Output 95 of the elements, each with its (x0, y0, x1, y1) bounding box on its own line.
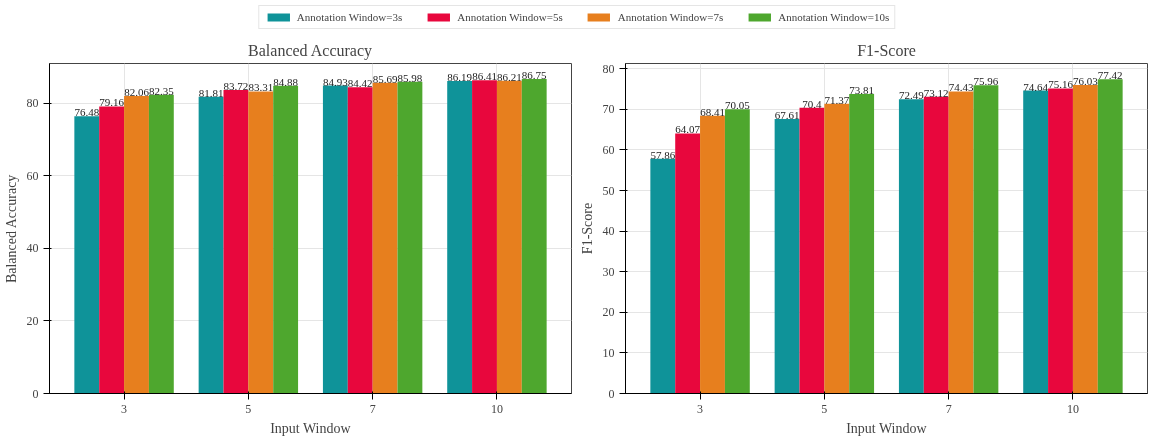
data-label: 76.03 (1072, 74, 1099, 87)
data-label: 72.49 (898, 89, 925, 102)
data-label: 86.21 (496, 70, 522, 83)
x-tick-label: 5 (821, 401, 828, 416)
bar (1097, 79, 1123, 394)
legend-label: Annotation Window=7s (617, 11, 724, 23)
data-label: 79.16 (99, 96, 125, 109)
bar (923, 96, 949, 394)
bar (1048, 88, 1073, 394)
x-tick-label: 7 (945, 401, 952, 416)
bar (774, 119, 800, 394)
bar (521, 78, 547, 394)
y-tick-label: 60 (602, 142, 615, 157)
bar (849, 93, 875, 394)
bar (1023, 90, 1049, 394)
bar (700, 115, 725, 394)
x-tick-label: 7 (369, 401, 376, 416)
bar (496, 80, 522, 394)
bar (447, 80, 473, 394)
bar (824, 103, 850, 394)
data-label: 73.81 (849, 83, 875, 96)
y-tick-label: 0 (32, 386, 39, 401)
bar (675, 133, 701, 394)
bar (74, 116, 100, 394)
x-tick-label: 3 (697, 401, 704, 416)
y-tick-label: 0 (608, 386, 615, 401)
data-label: 85.69 (372, 72, 398, 85)
x-tick-label: 10 (1066, 401, 1079, 416)
data-label: 83.72 (223, 79, 249, 92)
data-label: 83.31 (248, 81, 274, 94)
data-label: 68.41 (700, 105, 725, 118)
data-label: 86.41 (472, 70, 497, 83)
bar (248, 91, 274, 394)
x-axis-title: Input Window (270, 420, 352, 436)
data-label: 84.42 (347, 77, 373, 90)
bar (322, 85, 348, 394)
y-tick-label: 10 (602, 345, 615, 360)
bar (650, 158, 676, 394)
data-label: 86.19 (447, 70, 473, 83)
chart-title: Balanced Accuracy (248, 41, 373, 60)
y-tick-label: 80 (26, 96, 39, 111)
data-label: 85.98 (397, 71, 423, 84)
legend-label: Annotation Window=10s (778, 11, 890, 23)
data-label: 81.81 (198, 86, 224, 99)
bar (99, 106, 125, 394)
chart-title: F1-Score (857, 41, 916, 59)
bar (223, 89, 249, 394)
bar (347, 87, 373, 394)
data-label: 75.96 (973, 75, 999, 88)
data-label: 84.93 (322, 75, 349, 88)
bar (198, 96, 224, 394)
bar (273, 85, 299, 394)
bar (898, 99, 924, 394)
bar (724, 109, 750, 394)
y-tick-label: 30 (602, 264, 615, 279)
data-label: 64.07 (675, 123, 701, 136)
y-tick-label: 20 (26, 313, 39, 328)
data-label: 67.61 (774, 109, 800, 122)
bar (372, 82, 398, 394)
bar (472, 80, 497, 394)
x-tick-label: 10 (490, 401, 503, 416)
data-label: 70.4 (802, 97, 823, 110)
data-label: 74.64 (1023, 80, 1049, 93)
data-label: 76.48 (74, 106, 100, 119)
y-axis-title: Balanced Accuracy (3, 174, 19, 284)
y-tick-label: 50 (602, 183, 615, 198)
data-label: 82.35 (148, 84, 175, 97)
data-label: 84.88 (273, 75, 299, 88)
bar (948, 91, 974, 394)
y-axis-title: F1-Score (579, 202, 595, 255)
y-tick-label: 40 (26, 241, 39, 256)
legend-label: Annotation Window=3s (296, 11, 403, 23)
data-label: 70.05 (724, 99, 751, 112)
x-axis-title: Input Window (846, 420, 928, 436)
data-label: 75.16 (1048, 78, 1074, 91)
x-tick-label: 5 (245, 401, 252, 416)
data-label: 77.42 (1097, 69, 1123, 82)
bar (148, 94, 174, 394)
data-label: 73.12 (923, 86, 949, 99)
y-tick-label: 70 (602, 102, 615, 117)
y-tick-label: 60 (26, 168, 39, 183)
bar (397, 81, 423, 394)
data-label: 74.43 (948, 81, 974, 94)
bar (973, 85, 999, 394)
y-tick-label: 80 (602, 61, 615, 76)
bar (799, 107, 825, 394)
data-label: 57.86 (650, 148, 676, 161)
data-label: 71.37 (824, 93, 850, 106)
y-tick-label: 20 (602, 305, 615, 320)
data-label: 82.06 (124, 85, 150, 98)
data-label: 86.75 (521, 68, 548, 81)
x-tick-label: 3 (121, 401, 128, 416)
bar (124, 95, 149, 394)
legend-label: Annotation Window=5s (457, 11, 563, 23)
y-tick-label: 40 (602, 224, 615, 239)
